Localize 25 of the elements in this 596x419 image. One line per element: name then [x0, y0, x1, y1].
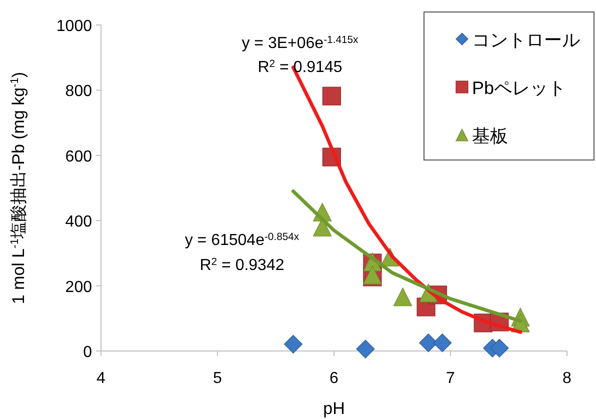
- legend-label: コントロール: [472, 30, 580, 50]
- point: [490, 338, 509, 358]
- legend-label: Pbペレット: [472, 78, 566, 98]
- x-tick-label: 4: [96, 370, 106, 387]
- y-tick-label: 600: [65, 148, 92, 166]
- y-tick-label: 0: [83, 344, 92, 361]
- x-tick-label: 6: [330, 370, 339, 387]
- y-tick-label: 200: [65, 278, 92, 296]
- annotation: R$^{2}$ = 0.9342: [200, 256, 284, 274]
- point: [433, 334, 452, 352]
- legend-label: 基板: [472, 126, 508, 146]
- x-tick-label: 7: [446, 370, 456, 387]
- point: [322, 86, 341, 106]
- y-tick-label: 1000: [56, 18, 92, 35]
- x-tick-label: 5: [213, 370, 222, 387]
- point: [393, 288, 412, 306]
- annotation: y = 3E+06e$^{-1.415x}$: [242, 34, 360, 52]
- x-tick-label: 8: [562, 370, 572, 387]
- y-tick-label: 400: [65, 214, 92, 231]
- y-tick-label: 800: [65, 83, 92, 100]
- point: [284, 334, 303, 354]
- annotation: y = 61504e$^{-0.854x}$: [184, 232, 300, 249]
- annotation: R$^{2}$ = 0.9145: [258, 58, 342, 76]
- x-axis-title: pH: [323, 399, 345, 418]
- point: [356, 340, 375, 358]
